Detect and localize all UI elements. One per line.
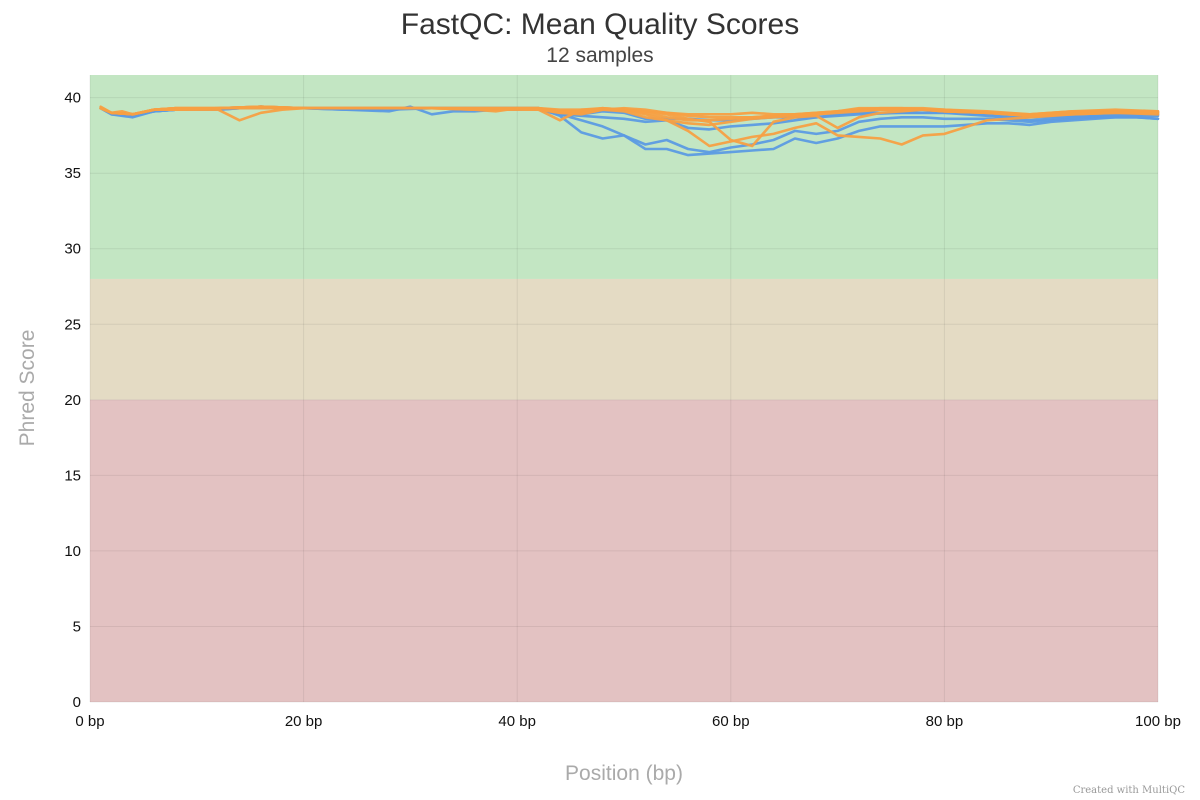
quality-band [90, 399, 1158, 702]
x-tick-label: 40 bp [498, 713, 536, 730]
credit-text: Created with MultiQC [1072, 785, 1185, 796]
x-tick-label: 0 bp [75, 713, 104, 730]
y-tick-label: 30 [64, 241, 81, 258]
y-axis-label: Phred Score [16, 330, 39, 447]
quality-bands [90, 75, 1158, 702]
y-axis-ticks: 0 5 10 15 20 25 30 35 40 [64, 90, 81, 711]
grid-lines [89, 75, 1159, 703]
x-tick-label: 60 bp [712, 713, 750, 730]
y-tick-label: 10 [64, 543, 81, 560]
series-lines [99, 105, 1160, 157]
x-tick-label: 20 bp [285, 713, 323, 730]
x-tick-label: 100 bp [1135, 713, 1181, 730]
y-tick-label: 40 [64, 90, 81, 107]
x-tick-label: 80 bp [926, 713, 964, 730]
chart-subtitle: 12 samples [546, 44, 654, 67]
y-tick-label: 5 [73, 618, 81, 635]
series-line [99, 105, 1160, 122]
x-axis-ticks: 0 bp 20 bp 40 bp 60 bp 80 bp 100 bp [75, 713, 1181, 730]
quality-band [90, 278, 1158, 400]
y-tick-label: 0 [73, 694, 81, 711]
y-tick-label: 15 [64, 467, 81, 484]
y-tick-label: 20 [64, 392, 81, 409]
x-axis-label: Position (bp) [565, 762, 683, 785]
y-tick-label: 35 [64, 165, 81, 182]
chart-title: FastQC: Mean Quality Scores [400, 8, 800, 41]
y-tick-label: 25 [64, 316, 81, 333]
